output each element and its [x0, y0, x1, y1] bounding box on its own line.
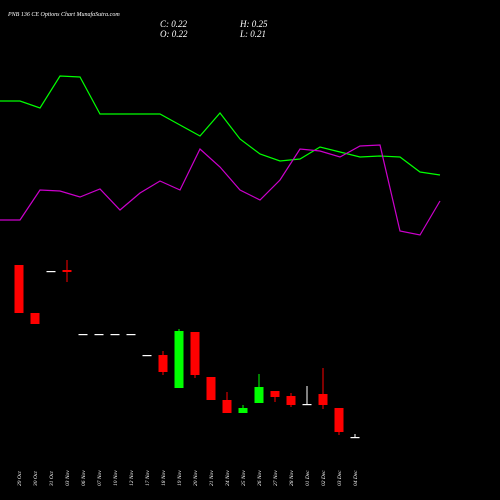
x-tick-label: 06 Nov	[81, 470, 87, 486]
candle-body	[270, 391, 280, 397]
candle-body	[302, 404, 312, 406]
candle-body	[62, 270, 72, 272]
x-tick-label: 20 Nov	[193, 470, 199, 486]
x-tick-label: 12 Nov	[129, 470, 135, 486]
x-tick-label: 07 Nov	[97, 470, 103, 486]
x-tick-label: 27 Nov	[273, 470, 279, 486]
candle-body	[174, 331, 184, 388]
x-tick-label: 25 Nov	[241, 470, 247, 486]
open-label: O: 0.22	[160, 29, 188, 39]
x-tick-label: 03 Dec	[337, 470, 343, 486]
x-tick-label: 30 Oct	[33, 471, 39, 487]
candle-body	[46, 271, 56, 273]
candle-body	[350, 437, 360, 439]
candle-body	[254, 387, 264, 403]
candle-body	[126, 334, 136, 336]
candle-body	[142, 355, 152, 357]
candle-body	[206, 377, 216, 400]
indicator-line	[0, 75, 441, 176]
candle-body	[14, 265, 24, 313]
candle-body	[158, 355, 168, 372]
low-label: L: 0.21	[239, 29, 266, 39]
x-tick-label: 04 Dec	[352, 470, 359, 486]
x-tick-label: 03 Nov	[65, 470, 71, 486]
candle-body	[318, 394, 328, 405]
x-tick-label: 26 Nov	[257, 470, 263, 486]
x-tick-label: 18 Nov	[161, 470, 167, 486]
x-tick-label: 21 Nov	[209, 470, 215, 486]
candle-body	[110, 334, 120, 336]
x-tick-label: 01 Dec	[305, 470, 311, 486]
chart-title: PNB 136 CE Options Chart MunafaSutra.com	[7, 11, 120, 18]
x-tick-label: 19 Nov	[177, 470, 183, 486]
high-label: H: 0.25	[239, 19, 268, 29]
candle-body	[222, 400, 232, 413]
candle-body	[190, 332, 200, 375]
candle-body	[334, 408, 344, 432]
x-tick-label: 28 Nov	[289, 470, 295, 486]
x-tick-label: 31 Oct	[49, 471, 55, 487]
candle-body	[78, 334, 88, 336]
candle-body	[238, 408, 248, 413]
close-label: C: 0.22	[160, 19, 188, 29]
x-tick-label: 29 Oct	[17, 471, 23, 486]
candle-body	[286, 396, 296, 405]
x-tick-label: 24 Nov	[224, 470, 231, 486]
x-tick-label: 17 Nov	[145, 470, 151, 486]
indicator-line	[0, 144, 441, 236]
candle-body	[94, 334, 104, 336]
x-tick-label: 10 Nov	[113, 470, 119, 486]
candle-body	[30, 313, 40, 324]
x-tick-label: 02 Dec	[321, 470, 327, 486]
